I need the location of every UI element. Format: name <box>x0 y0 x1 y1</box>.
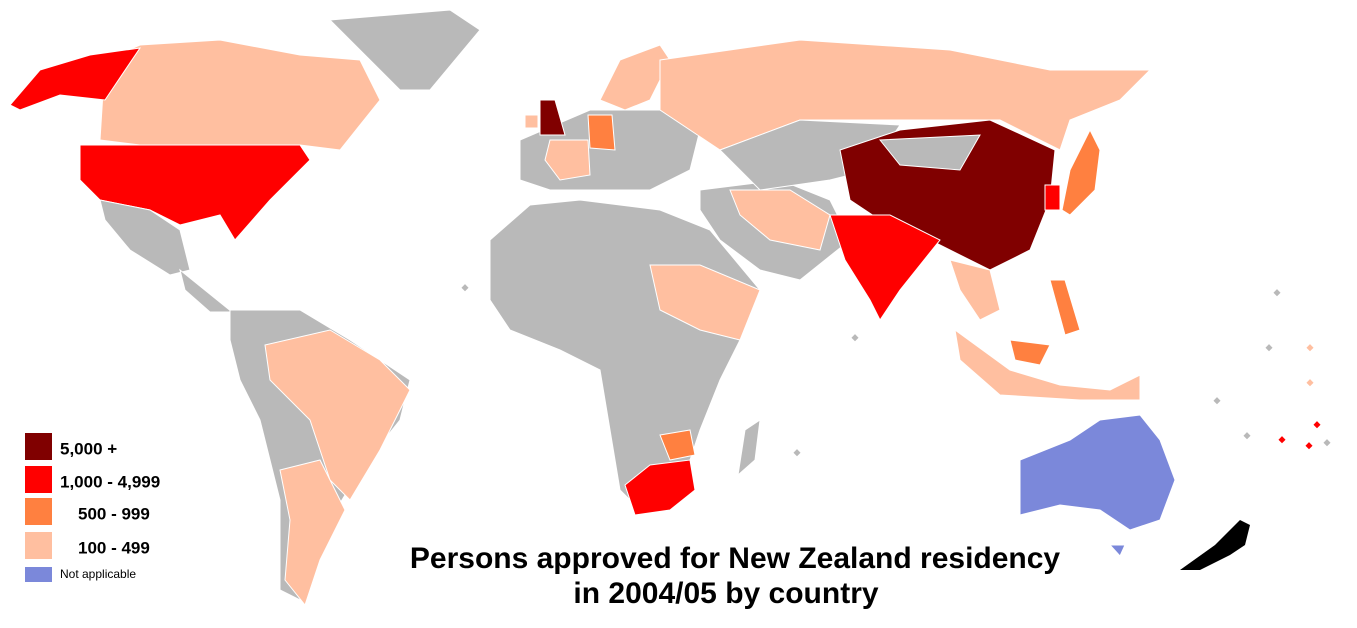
title-line: in 2004/05 by country <box>573 577 878 610</box>
mexico <box>99 199 191 276</box>
indonesia <box>954 328 1141 401</box>
india <box>829 214 941 321</box>
legend-label: Not applicable <box>60 567 136 581</box>
legend-label: 5,000 + <box>60 439 117 458</box>
greenland <box>328 9 481 91</box>
mongolia <box>878 134 981 171</box>
legend: 5,000 + 1,000 - 4,999 500 - 999 100 - 499 No… <box>25 433 160 582</box>
legend-label: 100 - 499 <box>78 538 150 557</box>
alaska <box>9 47 142 111</box>
ireland <box>524 114 539 129</box>
germany <box>587 114 616 151</box>
south-africa <box>624 459 696 516</box>
tasmania <box>1108 544 1126 557</box>
australia <box>1019 414 1176 531</box>
france <box>544 139 591 181</box>
usa <box>79 144 311 241</box>
legend-swatch <box>25 498 52 525</box>
sudan-ethiopia <box>649 264 761 341</box>
legend-label: 500 - 999 <box>78 504 150 523</box>
legend-swatch <box>25 466 52 493</box>
islands-colored <box>1278 344 1321 450</box>
title-line: Persons approved for New Zealand residen… <box>410 542 1061 575</box>
brazil <box>264 329 411 501</box>
legend-swatch <box>25 567 52 582</box>
central-america <box>179 268 234 313</box>
new-zealand <box>1180 520 1250 570</box>
iran <box>729 189 831 251</box>
madagascar <box>737 418 761 477</box>
south-korea <box>1044 184 1061 211</box>
canada <box>99 39 381 151</box>
countries <box>9 9 1331 607</box>
russia <box>659 39 1152 151</box>
legend-swatch <box>25 532 52 559</box>
philippines <box>1049 279 1081 336</box>
zimbabwe <box>659 429 696 461</box>
argentina <box>279 459 346 607</box>
japan <box>1061 128 1101 216</box>
africa <box>489 199 761 511</box>
legend-swatch <box>25 433 52 460</box>
legend-label: 1,000 - 4,999 <box>60 472 160 491</box>
southeast-asia <box>949 259 1001 321</box>
malaysia <box>1009 339 1051 366</box>
united-kingdom <box>539 99 566 136</box>
